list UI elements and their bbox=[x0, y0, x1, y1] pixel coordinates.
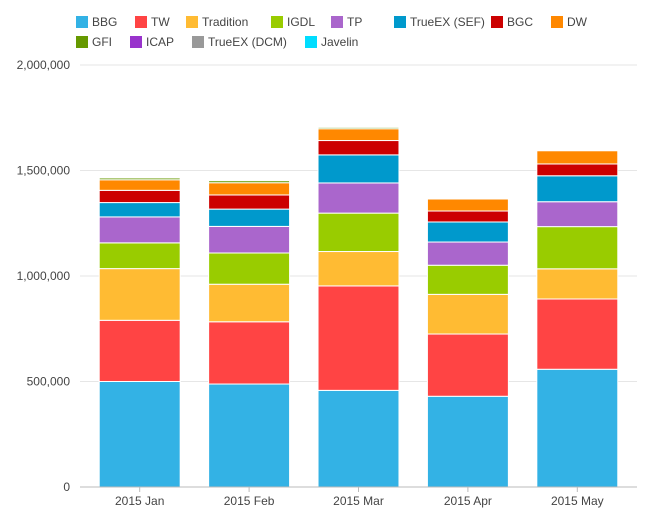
legend-label: ICAP bbox=[146, 35, 174, 49]
bar-segment-tp bbox=[427, 242, 508, 265]
legend-swatch bbox=[192, 36, 204, 48]
bar-segment-tradition bbox=[209, 284, 290, 322]
x-tick-label: 2015 Mar bbox=[333, 494, 384, 508]
bar-segment-tradition bbox=[427, 294, 508, 334]
legend-label: BGC bbox=[507, 15, 533, 29]
legend-swatch bbox=[271, 16, 283, 28]
x-tick-label: 2015 Feb bbox=[224, 494, 275, 508]
bar-segment-dw bbox=[537, 151, 618, 164]
bars bbox=[99, 127, 618, 487]
bar-segment-tradition bbox=[537, 269, 618, 299]
bar-segment-tradition bbox=[318, 252, 399, 286]
x-tick-label: 2015 May bbox=[551, 494, 604, 508]
legend-swatch bbox=[76, 16, 88, 28]
bar-segment-bgc bbox=[209, 195, 290, 209]
bar-segment-dw bbox=[209, 183, 290, 195]
bar-stack-2015-may bbox=[537, 149, 618, 487]
legend-label: DW bbox=[567, 15, 588, 29]
bar-stack-2015-mar bbox=[318, 127, 399, 487]
bar-segment-tw bbox=[318, 286, 399, 390]
bar-segment-bbg bbox=[318, 390, 399, 487]
legend-item-trueex-sef: TrueEX (SEF) bbox=[394, 15, 485, 29]
bar-segment-trueex-sef bbox=[99, 203, 180, 217]
x-tick-label: 2015 Apr bbox=[444, 494, 492, 508]
bar-segment-igdl bbox=[209, 253, 290, 284]
legend-swatch bbox=[491, 16, 503, 28]
legend-item-trueex-dcm: TrueEX (DCM) bbox=[192, 35, 287, 49]
legend-label: BBG bbox=[92, 15, 117, 29]
bar-stack-2015-apr bbox=[427, 198, 508, 487]
bar-segment-igdl bbox=[537, 227, 618, 269]
legend-label: TrueEX (DCM) bbox=[208, 35, 287, 49]
legend-label: TW bbox=[151, 15, 170, 29]
bar-segment-dw bbox=[99, 180, 180, 191]
bar-segment-dw bbox=[427, 199, 508, 211]
bar-segment-tp bbox=[209, 226, 290, 253]
legend: BBG TW Tradition IGDL TP TrueEX (SEF) BGC DW GFI… bbox=[76, 15, 588, 49]
bar-segment-bgc bbox=[427, 211, 508, 222]
bar-segment-bgc bbox=[318, 141, 399, 155]
legend-swatch bbox=[130, 36, 142, 48]
bar-segment-trueex-sef bbox=[427, 222, 508, 242]
legend-item-tradition: Tradition bbox=[186, 15, 248, 29]
bar-segment-igdl bbox=[318, 213, 399, 251]
bar-segment-igdl bbox=[427, 265, 508, 294]
bar-segment-tp bbox=[537, 202, 618, 227]
legend-swatch bbox=[305, 36, 317, 48]
legend-label: TrueEX (SEF) bbox=[410, 15, 485, 29]
legend-item-bgc: BGC bbox=[491, 15, 533, 29]
y-tick-label: 0 bbox=[63, 480, 70, 494]
legend-swatch bbox=[186, 16, 198, 28]
legend-item-icap: ICAP bbox=[130, 35, 174, 49]
legend-label: Javelin bbox=[321, 35, 358, 49]
bar-stack-2015-feb bbox=[209, 180, 290, 487]
legend-swatch bbox=[394, 16, 406, 28]
bar-segment-tw bbox=[537, 299, 618, 369]
legend-item-tp: TP bbox=[331, 15, 362, 29]
bar-segment-bgc bbox=[537, 164, 618, 176]
bar-segment-bbg bbox=[427, 396, 508, 487]
bar-stack-2015-jan bbox=[99, 177, 180, 487]
legend-swatch bbox=[135, 16, 147, 28]
legend-swatch bbox=[76, 36, 88, 48]
legend-label: IGDL bbox=[287, 15, 315, 29]
legend-label: Tradition bbox=[202, 15, 248, 29]
bar-segment-trueex-sef bbox=[209, 209, 290, 226]
legend-swatch bbox=[551, 16, 563, 28]
legend-item-gfi: GFI bbox=[76, 35, 112, 49]
bar-segment-tw bbox=[209, 322, 290, 384]
y-tick-label: 1,000,000 bbox=[17, 269, 71, 283]
y-tick-label: 1,500,000 bbox=[17, 164, 71, 178]
legend-item-dw: DW bbox=[551, 15, 588, 29]
bar-segment-bbg bbox=[537, 369, 618, 487]
bar-segment-tw bbox=[99, 320, 180, 381]
bar-segment-igdl bbox=[99, 243, 180, 269]
y-tick-label: 2,000,000 bbox=[17, 58, 71, 72]
bar-segment-bbg bbox=[99, 382, 180, 488]
bar-segment-tp bbox=[318, 183, 399, 213]
legend-item-igdl: IGDL bbox=[271, 15, 315, 29]
bar-segment-bbg bbox=[209, 384, 290, 487]
bar-segment-trueex-sef bbox=[318, 155, 399, 183]
legend-item-bbg: BBG bbox=[76, 15, 117, 29]
bar-segment-tw bbox=[427, 334, 508, 396]
y-tick-label: 500,000 bbox=[27, 375, 71, 389]
legend-label: TP bbox=[347, 15, 362, 29]
bar-segment-bgc bbox=[99, 190, 180, 202]
legend-swatch bbox=[331, 16, 343, 28]
bar-segment-tradition bbox=[99, 269, 180, 321]
bar-segment-dw bbox=[318, 129, 399, 141]
legend-item-tw: TW bbox=[135, 15, 170, 29]
legend-item-javelin: Javelin bbox=[305, 35, 358, 49]
legend-label: GFI bbox=[92, 35, 112, 49]
bar-segment-tp bbox=[99, 217, 180, 243]
x-tick-label: 2015 Jan bbox=[115, 494, 164, 508]
bar-segment-trueex-sef bbox=[537, 176, 618, 202]
